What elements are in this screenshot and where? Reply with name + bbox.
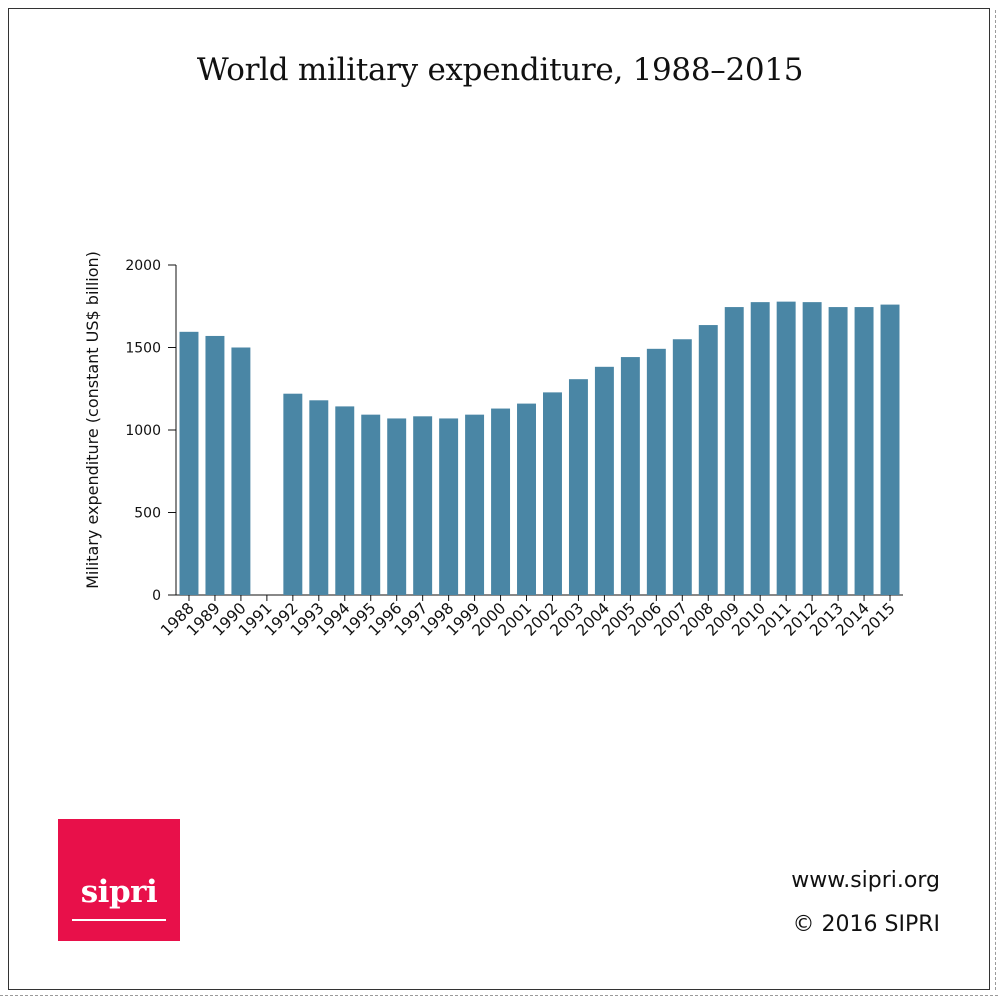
bar-2006 <box>646 348 666 595</box>
bar-2004 <box>594 366 614 595</box>
bar-2014 <box>854 307 874 595</box>
bar-1989 <box>205 335 225 595</box>
bar-2012 <box>802 302 822 596</box>
y-tick-label: 0 <box>152 588 161 604</box>
sipri-logo: sipri <box>58 819 180 941</box>
bar-2007 <box>672 339 692 595</box>
bar-2011 <box>776 301 796 595</box>
y-tick-label: 2000 <box>125 258 161 274</box>
y-tick-label: 1000 <box>125 423 161 439</box>
x-axis: 1988198919901991199219931994199519961997… <box>157 594 903 640</box>
copyright-text: © 2016 SIPRI <box>792 912 940 937</box>
bar-2008 <box>698 325 718 595</box>
bars <box>179 301 900 596</box>
website-url: www.sipri.org <box>791 868 940 893</box>
bar-1992 <box>283 393 303 595</box>
y-axis: 0 500 1000 1500 2000 <box>125 258 177 604</box>
bar-1997 <box>413 416 433 595</box>
bar-1990 <box>231 347 251 595</box>
y-axis-title: Military expenditure (constant US$ billi… <box>83 251 102 589</box>
bar-2003 <box>568 379 588 595</box>
bar-2001 <box>517 403 536 595</box>
logo-underline <box>72 919 166 921</box>
bar-1993 <box>309 400 329 595</box>
bar-2005 <box>620 357 640 595</box>
bar-2002 <box>543 392 562 595</box>
bar-2013 <box>828 307 848 595</box>
bar-1995 <box>361 414 381 595</box>
bar-1994 <box>335 406 355 595</box>
bar-2010 <box>750 302 770 596</box>
bar-1999 <box>465 414 485 595</box>
bar-1996 <box>387 418 407 595</box>
y-tick-label: 1500 <box>125 341 161 357</box>
bar-1988 <box>179 331 199 595</box>
bar-2009 <box>724 307 744 595</box>
bar-2000 <box>491 408 511 595</box>
chart-title: World military expenditure, 1988–2015 <box>196 52 804 88</box>
logo-wordmark: sipri <box>80 874 158 910</box>
page-edge-right <box>995 10 996 990</box>
bar-1998 <box>439 418 459 595</box>
bar-2015 <box>880 304 900 595</box>
y-tick-label: 500 <box>134 506 161 522</box>
page-edge-bottom <box>0 995 998 996</box>
